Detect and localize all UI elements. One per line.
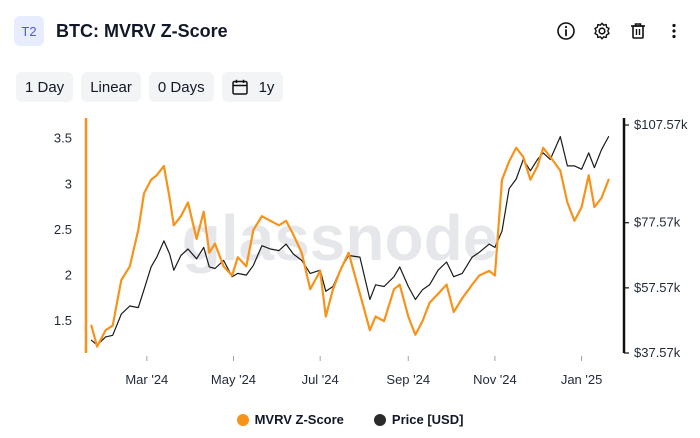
legend-dot-price	[373, 413, 386, 426]
legend-item-price[interactable]: Price [USD]	[373, 412, 464, 427]
chart-legend: MVRV Z-Score Price [USD]	[0, 412, 700, 427]
gear-icon[interactable]	[590, 19, 614, 43]
series-layer	[90, 136, 610, 348]
x-tick-label: Jul '24	[302, 372, 339, 387]
right-tick-label: $57.57k	[634, 280, 681, 295]
chart-title: BTC: MVRV Z-Score	[56, 20, 228, 41]
x-tick-label: Sep '24	[386, 372, 430, 387]
chart-tag: T2	[14, 16, 44, 46]
left-tick-label: 2	[65, 267, 72, 282]
right-tick-label: $37.57k	[634, 345, 681, 360]
left-tick-label: 3.5	[54, 131, 72, 146]
range-button[interactable]: 1y	[221, 72, 284, 102]
x-tick-label: Nov '24	[473, 372, 517, 387]
more-vertical-icon[interactable]	[662, 19, 686, 43]
legend-dot-mvrv	[236, 413, 249, 426]
legend-item-mvrv[interactable]: MVRV Z-Score	[236, 412, 344, 427]
header-actions	[554, 19, 686, 43]
left-tick-label: 3	[65, 176, 72, 191]
right-tick-label: $77.57k	[634, 215, 681, 230]
mvrv-series-line	[90, 146, 610, 348]
resolution-button[interactable]: 1 Day	[16, 72, 74, 102]
chart-plot: glassnode 1.5 2 2.5 3 3.5 $37.57k $57.57k $77.5…	[54, 117, 688, 387]
calendar-icon	[231, 79, 248, 95]
scale-button[interactable]: Linear	[81, 72, 141, 102]
chart-header: T2 BTC: MVRV Z-Score	[14, 14, 686, 48]
smoothing-button[interactable]: 0 Days	[148, 72, 214, 102]
x-tick-label: May '24	[211, 372, 256, 387]
chart-toolbar: 1 Day Linear 0 Days 1y	[16, 72, 284, 102]
right-tick-label: $107.57k	[634, 117, 688, 132]
range-label: 1y	[258, 78, 275, 96]
axes: 1.5 2 2.5 3 3.5 $37.57k $57.57k $77.57k $107.57k…	[54, 117, 688, 387]
legend-label-mvrv: MVRV Z-Score	[254, 412, 344, 427]
x-tick-label: Mar '24	[125, 372, 168, 387]
x-tick-label: Jan '25	[561, 372, 603, 387]
legend-label-price: Price [USD]	[391, 412, 464, 427]
left-tick-label: 1.5	[54, 313, 72, 328]
watermark: glassnode	[182, 202, 499, 274]
info-icon[interactable]	[554, 19, 578, 43]
trash-icon[interactable]	[626, 19, 650, 43]
left-tick-label: 2.5	[54, 222, 72, 237]
